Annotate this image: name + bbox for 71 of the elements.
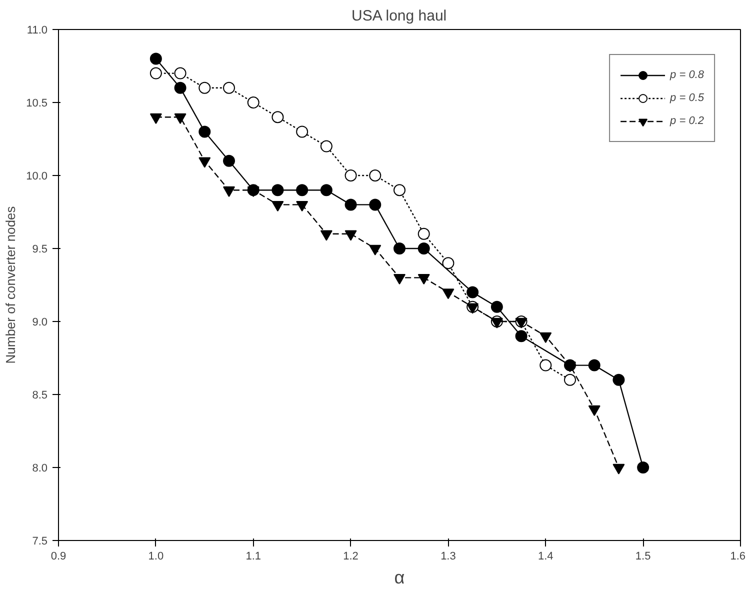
- point: [320, 140, 332, 152]
- point: [588, 405, 600, 416]
- y-tick-label: 8.0: [32, 462, 48, 474]
- point: [198, 157, 211, 168]
- point: [223, 154, 235, 167]
- point: [540, 359, 552, 372]
- x-tick-label: 1.0: [148, 550, 164, 562]
- point: [612, 464, 625, 474]
- point: [418, 242, 430, 254]
- point: [540, 332, 552, 343]
- point: [637, 462, 650, 474]
- x-tick-label: 1.5: [635, 550, 651, 562]
- x-axis-title: α: [394, 568, 405, 588]
- point: [174, 82, 186, 94]
- point: [418, 228, 430, 240]
- point: [490, 300, 503, 313]
- point: [247, 96, 260, 108]
- point: [442, 288, 454, 300]
- point: [272, 201, 284, 212]
- x-tick-label: 1.3: [440, 550, 456, 562]
- y-tick-label: 9.0: [32, 316, 48, 328]
- point: [394, 274, 406, 285]
- legend-label: p = 0.5: [670, 92, 704, 104]
- x-tick-label: 1.4: [538, 550, 554, 562]
- y-tick-label: 11.0: [26, 24, 48, 36]
- point: [150, 67, 162, 80]
- point: [344, 170, 357, 182]
- point: [418, 274, 430, 285]
- point: [320, 184, 332, 196]
- point: [588, 359, 600, 372]
- point: [198, 126, 211, 138]
- point: [198, 82, 211, 94]
- point: [174, 113, 186, 124]
- point: [320, 230, 332, 241]
- point: [344, 198, 357, 211]
- y-axis-title: Number of converter nodes: [3, 206, 18, 364]
- point: [272, 111, 284, 124]
- y-tick-label: 10.0: [26, 170, 48, 182]
- point: [223, 82, 235, 94]
- point: [150, 52, 162, 65]
- point: [296, 126, 308, 138]
- point: [564, 374, 576, 386]
- legend-label: p = 0.2: [670, 115, 704, 127]
- point: [466, 303, 479, 314]
- y-tick-label: 10.5: [26, 98, 48, 110]
- point: [272, 184, 284, 196]
- point: [223, 186, 235, 197]
- y-tick-label: 7.5: [32, 536, 48, 548]
- x-tick-label: 1.6: [730, 550, 746, 562]
- point: [296, 184, 308, 196]
- chart-title: USA long haul: [352, 8, 447, 24]
- point: [466, 286, 479, 298]
- point: [612, 374, 625, 386]
- y-tick-label: 9.5: [32, 244, 48, 256]
- point: [344, 230, 357, 241]
- point: [296, 201, 308, 212]
- point: [442, 257, 454, 270]
- point: [150, 113, 162, 124]
- x-tick-label: 1.1: [246, 550, 262, 562]
- y-tick-label: 8.5: [32, 390, 48, 402]
- point: [369, 244, 382, 256]
- point: [369, 170, 382, 182]
- x-tick-label: 1.2: [343, 550, 358, 562]
- point: [369, 198, 382, 211]
- x-tick-label: 0.9: [50, 550, 66, 562]
- legend-label: p = 0.8: [670, 69, 704, 81]
- point: [515, 330, 528, 342]
- point: [564, 362, 576, 372]
- point: [174, 67, 186, 80]
- point: [394, 184, 406, 196]
- point: [394, 242, 406, 254]
